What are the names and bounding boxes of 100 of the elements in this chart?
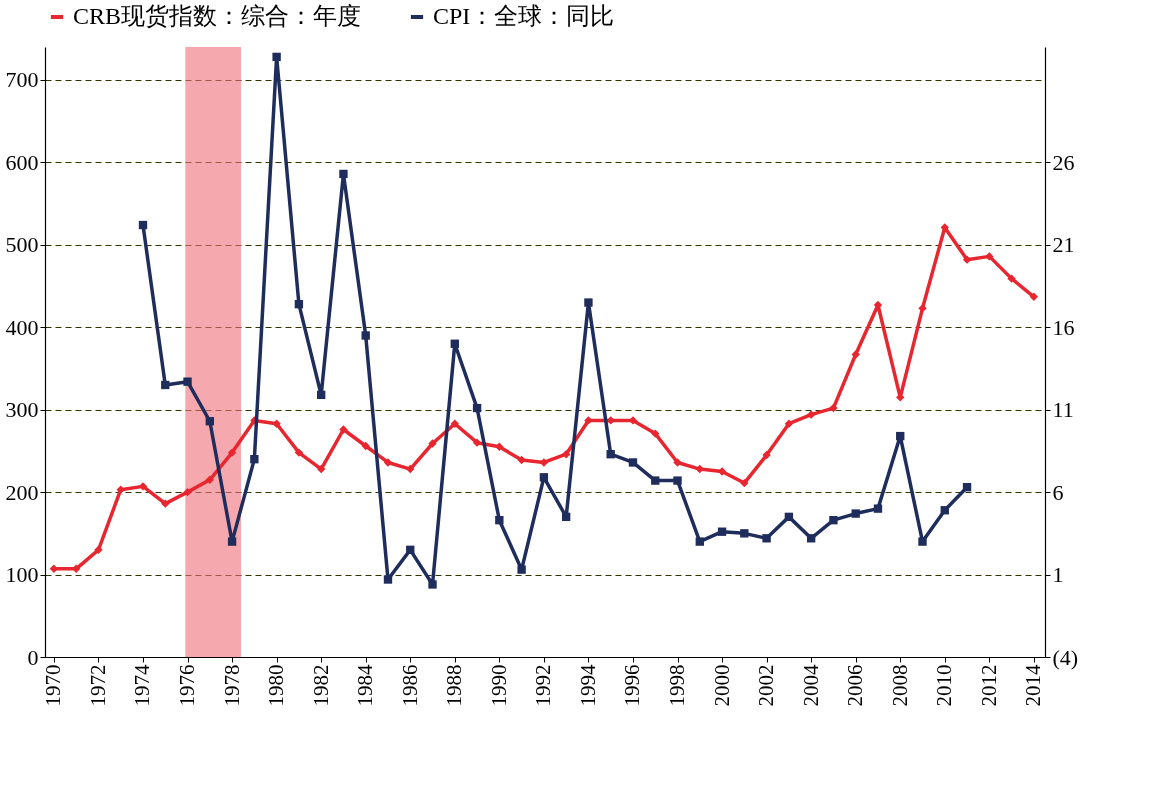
x-tick-label: 1972 [85, 664, 110, 707]
point [806, 534, 816, 543]
point [695, 537, 704, 546]
point [428, 580, 437, 589]
x-tick-label: 1976 [175, 664, 200, 707]
y2-tick-label: 1 [1052, 562, 1064, 588]
point [695, 464, 704, 474]
point [784, 512, 794, 522]
point [762, 450, 771, 460]
point [740, 529, 749, 538]
x-tick-label: 2010 [932, 664, 957, 707]
point [272, 52, 281, 62]
y2-tick-label: 11 [1052, 397, 1074, 423]
point [161, 499, 170, 508]
point [361, 331, 370, 340]
x-tick-label: 1970 [41, 664, 66, 707]
point [227, 537, 237, 546]
point [806, 410, 816, 419]
point [339, 425, 348, 434]
point [517, 565, 526, 574]
point [584, 298, 593, 307]
point [985, 252, 994, 261]
point [940, 506, 949, 515]
point [205, 475, 214, 484]
point [673, 476, 682, 485]
point [272, 419, 281, 428]
point [784, 419, 794, 428]
point [495, 515, 504, 525]
point [339, 169, 348, 179]
y2-tick-label: 21 [1052, 232, 1075, 258]
y2-tick-label: (4) [1052, 644, 1079, 670]
point [161, 380, 170, 390]
y-tick-label: 200 [5, 479, 39, 505]
x-tick-label: 1982 [308, 664, 333, 707]
x-tick-label: 1992 [531, 664, 556, 707]
point [294, 448, 304, 457]
point [1029, 292, 1039, 301]
x-tick-label: 1990 [486, 664, 511, 707]
x-tick-label: 1974 [130, 664, 155, 707]
point [873, 504, 883, 513]
x-tick-label: 1986 [397, 664, 422, 707]
x-tick-label: 1988 [442, 664, 467, 707]
y-tick-label: 400 [5, 314, 39, 340]
point [205, 417, 214, 426]
point [673, 458, 682, 467]
point [428, 439, 437, 448]
point [183, 487, 192, 497]
x-tick-label: 1978 [219, 664, 244, 707]
point [383, 575, 393, 584]
point [606, 450, 615, 459]
point [829, 515, 838, 525]
point [762, 534, 771, 543]
point [406, 545, 415, 555]
point [561, 450, 571, 459]
point [495, 442, 504, 451]
y-tick-label: 500 [5, 232, 39, 258]
point [561, 512, 571, 522]
point [94, 545, 103, 555]
point [406, 464, 415, 474]
point [138, 482, 148, 491]
x-tick-label: 2006 [843, 664, 868, 707]
x-tick-label: 2012 [976, 664, 1001, 707]
point [962, 483, 972, 492]
y-tick-label: 700 [5, 67, 39, 93]
point [383, 458, 393, 467]
point [116, 485, 125, 494]
point [138, 220, 148, 230]
x-tick-label: 2002 [754, 664, 779, 707]
y-tick-label: 0 [27, 644, 39, 670]
x-tick-label: 2000 [709, 664, 734, 707]
point [517, 455, 526, 465]
point [472, 438, 482, 447]
point [918, 304, 927, 313]
point [227, 448, 237, 457]
point [72, 564, 81, 573]
point [316, 390, 326, 400]
x-tick-label: 2008 [887, 664, 912, 707]
point [896, 431, 905, 441]
y-tick-label: 600 [5, 149, 39, 175]
point [851, 509, 860, 518]
point [717, 467, 727, 476]
point [717, 527, 727, 536]
point [1007, 274, 1016, 283]
point [651, 476, 660, 485]
x-tick-label: 2014 [1021, 664, 1046, 707]
y2-tick-label: 16 [1052, 314, 1075, 340]
point [539, 458, 549, 467]
x-tick-label: 2004 [798, 664, 823, 707]
point [829, 403, 838, 413]
point [294, 300, 304, 309]
point [851, 350, 860, 359]
point [450, 419, 459, 428]
x-tick-label: 1984 [353, 664, 378, 707]
point [361, 441, 370, 451]
x-tick-label: 1996 [620, 664, 645, 707]
y-tick-label: 100 [5, 562, 39, 588]
point [740, 478, 749, 488]
point [183, 377, 192, 386]
point [539, 473, 549, 482]
point [316, 464, 326, 474]
